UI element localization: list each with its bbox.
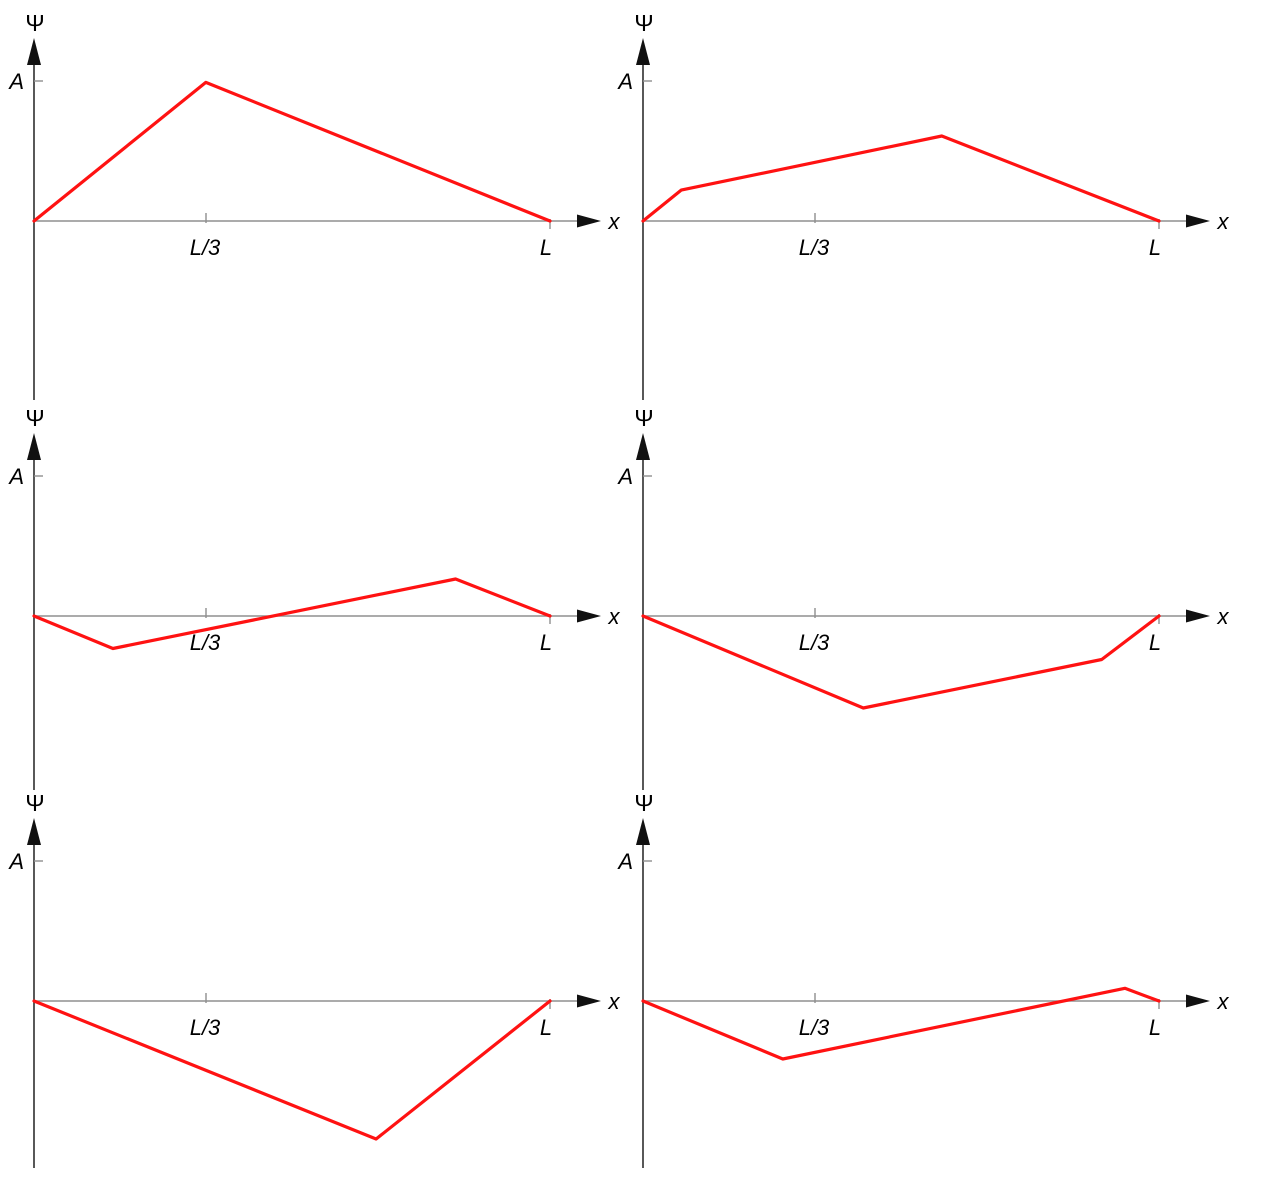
x-tick-third-label: L/3	[190, 235, 221, 260]
wavefunction-curve	[32, 577, 552, 651]
psi-axis-label: Ψ	[25, 405, 44, 431]
wavefunction-curve	[32, 999, 552, 1141]
x-tick-third-label: L/3	[799, 1015, 830, 1040]
plot-panel-1: Ψ A L/3 Lx	[7, 10, 621, 400]
amplitude-tick-label: A	[616, 849, 633, 874]
x-axis-label: x	[608, 209, 621, 234]
amplitude-tick-label: A	[7, 69, 24, 94]
amplitude-tick-label: A	[616, 69, 633, 94]
amplitude-tick-label: A	[7, 464, 24, 489]
x-tick-L-label: L	[1149, 1015, 1161, 1040]
plot-panel-6: Ψ A L/3 Lx	[616, 790, 1230, 1168]
plot-panel-4: Ψ A L/3 Lx	[616, 405, 1230, 790]
x-axis-label: x	[608, 989, 621, 1014]
x-axis-arrowhead-icon	[577, 609, 601, 623]
wavefunction-curve	[641, 986, 1161, 1061]
psi-axis-label: Ψ	[634, 405, 653, 431]
psi-axis-label: Ψ	[25, 790, 44, 816]
psi-axis-label: Ψ	[634, 10, 653, 36]
x-tick-L-label: L	[1149, 630, 1161, 655]
y-axis-arrowhead-icon	[636, 433, 650, 460]
wavefunction-curve	[32, 80, 552, 223]
x-tick-L-label: L	[540, 235, 552, 260]
x-axis-label: x	[1217, 209, 1230, 234]
x-axis-arrowhead-icon	[577, 994, 601, 1008]
x-tick-third-label: L/3	[799, 235, 830, 260]
y-axis-arrowhead-icon	[27, 433, 41, 460]
y-axis-arrowhead-icon	[636, 818, 650, 845]
x-axis-label: x	[1217, 604, 1230, 629]
wavefunction-curve	[641, 614, 1161, 710]
x-axis-label: x	[608, 604, 621, 629]
y-axis-arrowhead-icon	[636, 38, 650, 65]
x-axis-arrowhead-icon	[1186, 214, 1210, 228]
x-tick-L-label: L	[1149, 235, 1161, 260]
x-axis-arrowhead-icon	[1186, 994, 1210, 1008]
x-tick-third-label: L/3	[190, 630, 221, 655]
x-tick-third-label: L/3	[799, 630, 830, 655]
y-axis-arrowhead-icon	[27, 38, 41, 65]
amplitude-tick-label: A	[7, 849, 24, 874]
plot-panel-5: Ψ A L/3 Lx	[7, 790, 621, 1168]
plot-panel-2: Ψ A L/3 Lx	[616, 10, 1230, 400]
x-axis-arrowhead-icon	[577, 214, 601, 228]
x-tick-L-label: L	[540, 1015, 552, 1040]
y-axis-arrowhead-icon	[27, 818, 41, 845]
plot-panel-3: Ψ A L/3 Lx	[7, 405, 621, 790]
wavefunction-curve	[641, 134, 1161, 223]
x-axis-arrowhead-icon	[1186, 609, 1210, 623]
amplitude-tick-label: A	[616, 464, 633, 489]
x-tick-L-label: L	[540, 630, 552, 655]
psi-axis-label: Ψ	[634, 790, 653, 816]
psi-axis-label: Ψ	[25, 10, 44, 36]
x-axis-label: x	[1217, 989, 1230, 1014]
x-tick-third-label: L/3	[190, 1015, 221, 1040]
